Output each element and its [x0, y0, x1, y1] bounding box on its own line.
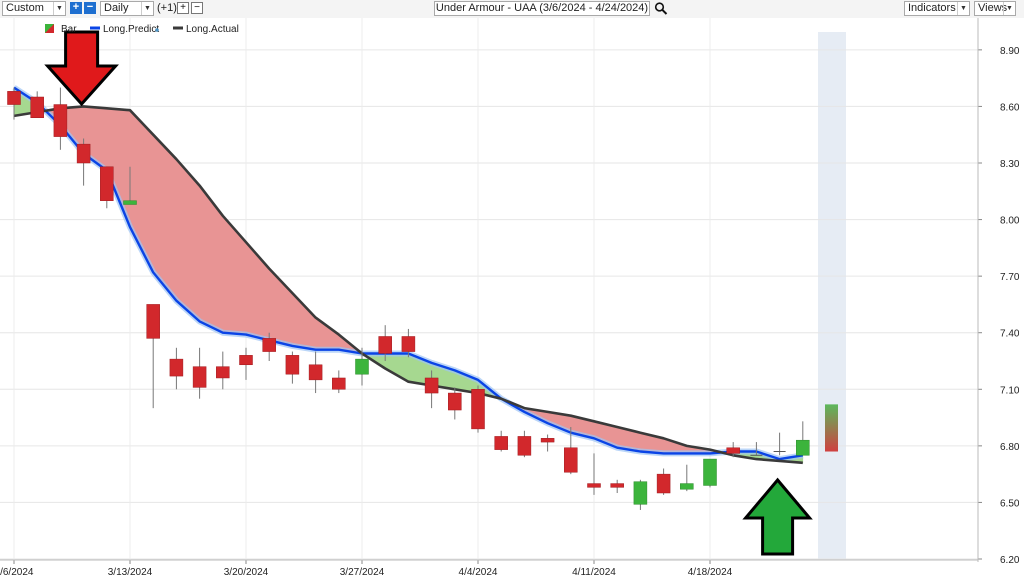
x-tick-label: 4/18/2024 — [688, 567, 733, 578]
minus-icon: − — [86, 1, 94, 13]
candle-down — [100, 166, 114, 201]
symbol-title: Under Armour - UAA (3/6/2024 - 4/24/2024… — [435, 2, 649, 14]
candle-down — [401, 336, 416, 352]
y-tick-label: 6.20 — [1000, 555, 1020, 566]
candle-down — [471, 389, 485, 430]
candle-down — [378, 336, 392, 354]
symbol-title-field[interactable]: Under Armour - UAA (3/6/2024 - 4/24/2024… — [434, 1, 650, 16]
y-tick-label: 8.30 — [1000, 159, 1020, 170]
signal-arrows — [44, 30, 813, 556]
forecast-band-rect — [818, 32, 846, 560]
candle-up — [123, 200, 137, 205]
interval-select[interactable]: Daily ▼ — [100, 1, 154, 16]
y-tick-label: 6.80 — [1000, 442, 1020, 453]
candle-down — [239, 355, 253, 366]
candle-down — [494, 436, 508, 450]
candle-down — [424, 377, 439, 394]
candle-down — [285, 355, 300, 375]
candle-down — [216, 366, 230, 379]
plus-icon: + — [180, 2, 186, 13]
candle-up — [680, 483, 694, 490]
search-icon[interactable] — [654, 1, 668, 16]
period-select[interactable]: Custom ▼ — [2, 1, 66, 16]
x-tick-label: 4/11/2024 — [572, 567, 616, 578]
candlesticks — [7, 87, 838, 510]
candle-down — [332, 377, 346, 390]
x-tick-label: 3/27/2024 — [340, 567, 385, 578]
price-chart[interactable]: 8.90 8.60 8.30 8.00 7.70 7.40 7.10 6.80 6.50 6.20… — [0, 18, 1024, 580]
candle-down — [146, 304, 160, 339]
y-tick-label: 8.90 — [1000, 46, 1020, 57]
legend: Bar Long.Predict Long.Actual — [45, 24, 239, 35]
candle-down — [448, 392, 462, 411]
minus-icon: − — [194, 2, 200, 13]
indicators-label: Indicators — [908, 2, 956, 14]
legend-bar-label: Bar — [61, 24, 77, 35]
x-tick-label: 3/13/2024 — [108, 567, 153, 578]
offset-plus-button[interactable]: + — [177, 2, 189, 14]
legend-bar-swatch-down — [45, 24, 54, 33]
candle-down — [656, 473, 671, 494]
candle-up — [703, 458, 717, 486]
views-label: Views — [978, 2, 1008, 14]
dropdown-arrow-icon: ▼ — [1003, 2, 1015, 15]
candle-down — [587, 483, 601, 488]
y-tick-label: 7.70 — [1000, 272, 1020, 283]
candle-down — [76, 143, 91, 164]
y-tick-label: 7.40 — [1000, 329, 1020, 340]
y-axis: 8.90 8.60 8.30 8.00 7.70 7.40 7.10 6.80 6.50 6.20 — [977, 18, 1020, 566]
y-tick-label: 8.00 — [1000, 216, 1020, 227]
legend-dot-icon — [155, 28, 159, 32]
candle-down — [726, 447, 740, 454]
zoom-in-button[interactable]: + — [70, 2, 82, 14]
candle-up — [796, 439, 810, 456]
dropdown-arrow-icon: ▼ — [141, 2, 153, 15]
legend-actual-label: Long.Actual — [186, 24, 239, 35]
offset-label: (+1) — [157, 2, 177, 14]
offset-minus-button[interactable]: − — [191, 2, 203, 14]
dropdown-arrow-icon: ▼ — [957, 2, 969, 15]
sell-arrow — [44, 30, 119, 107]
plus-icon: + — [72, 1, 80, 13]
y-tick-label: 8.60 — [1000, 102, 1020, 113]
legend-predict-label: Long.Predict — [103, 24, 159, 35]
period-select-value: Custom — [6, 2, 44, 14]
forecast-band — [818, 32, 846, 560]
candle-down — [564, 447, 578, 473]
candle-down — [7, 91, 21, 105]
dropdown-arrow-icon: ▼ — [53, 2, 65, 15]
x-axis: 3/6/2024 3/13/2024 3/20/2024 3/27/2024 4/4/2… — [0, 559, 978, 578]
indicators-button[interactable]: Indicators ▼ — [904, 1, 970, 16]
candle-down — [53, 104, 68, 137]
candle-down — [169, 358, 184, 377]
y-tick-label: 6.50 — [1000, 498, 1020, 509]
y-tick-label: 7.10 — [1000, 385, 1020, 396]
x-tick-label: 3/6/2024 — [0, 567, 34, 578]
candle-down — [262, 338, 276, 352]
candle-up — [633, 481, 648, 505]
interval-select-value: Daily — [104, 2, 129, 14]
buy-arrow — [742, 477, 813, 556]
candle-down — [517, 436, 532, 456]
candle-down — [610, 483, 624, 488]
candle-down — [308, 364, 323, 381]
x-tick-label: 4/4/2024 — [459, 567, 498, 578]
chart-toolbar: Custom ▼ + − Daily ▼ (+1) + − Under Armo… — [0, 0, 1024, 19]
forecast-bar — [825, 404, 838, 452]
candle-down — [192, 366, 207, 388]
zoom-out-button[interactable]: − — [84, 2, 96, 14]
candle-down — [540, 438, 555, 443]
candle-down — [30, 96, 44, 118]
candle-up — [355, 358, 369, 375]
x-tick-label: 3/20/2024 — [224, 567, 269, 578]
views-button[interactable]: Views ▼ — [974, 1, 1016, 16]
actual-line — [13, 105, 803, 465]
